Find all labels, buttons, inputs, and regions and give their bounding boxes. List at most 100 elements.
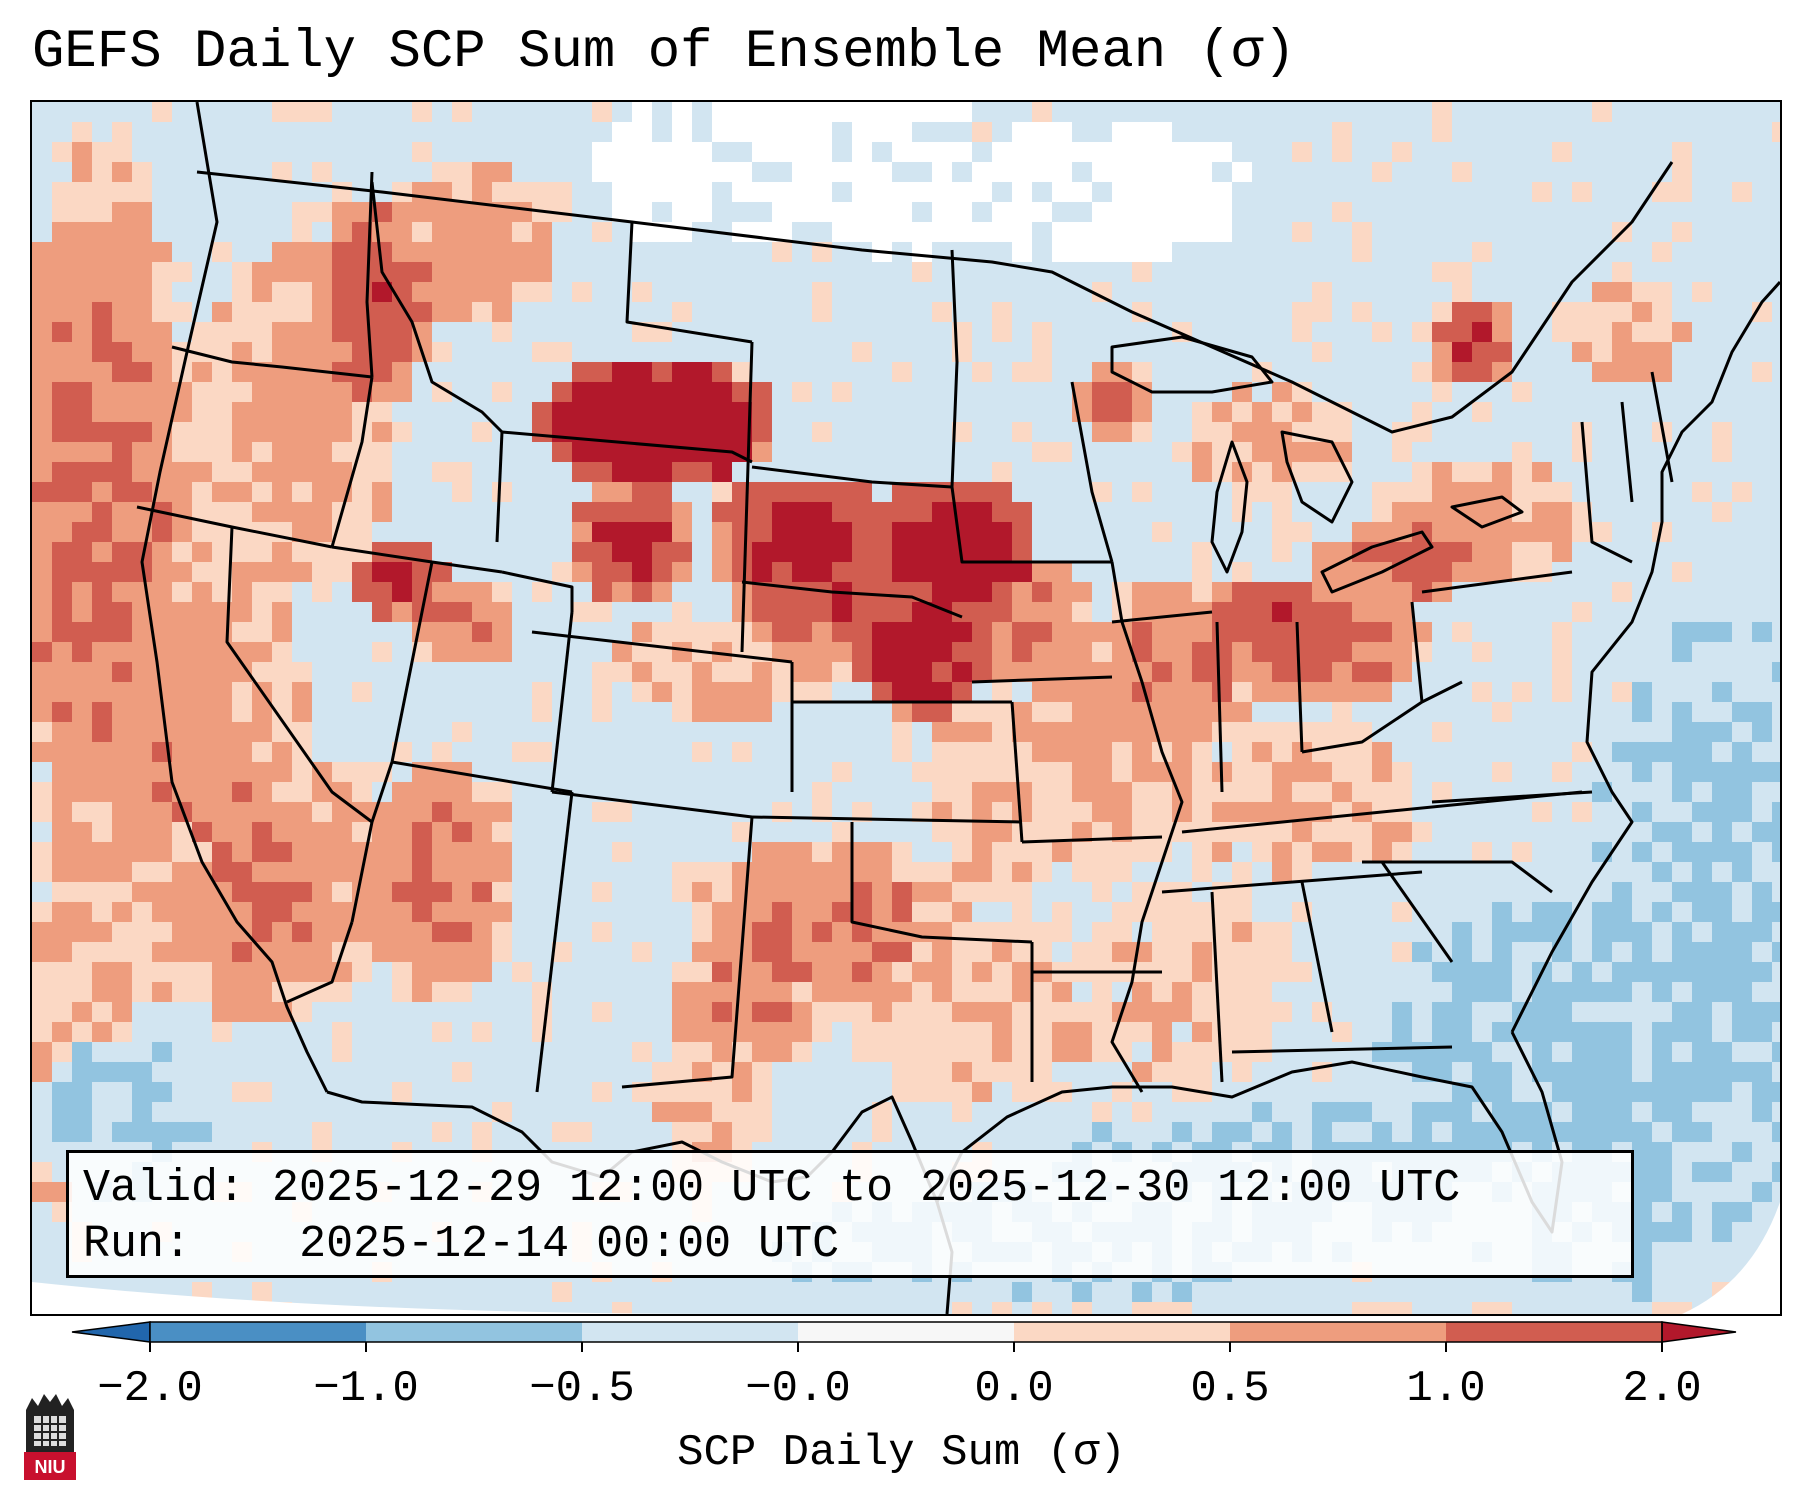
grid-cell: [412, 242, 432, 262]
grid-cell: [1452, 482, 1472, 502]
grid-cell: [432, 1122, 452, 1142]
grid-cell: [1472, 242, 1492, 262]
grid-cell: [1272, 802, 1292, 822]
grid-cell: [272, 382, 292, 402]
grid-cell: [112, 602, 132, 622]
grid-cell: [332, 882, 352, 902]
grid-cell: [252, 442, 272, 462]
grid-cell: [1672, 942, 1692, 962]
grid-cell: [832, 502, 852, 522]
grid-cell: [1432, 542, 1452, 562]
grid-cell: [812, 142, 832, 162]
grid-cell: [612, 842, 632, 862]
colorbar-bin: [582, 1322, 798, 1342]
grid-cell: [712, 1042, 732, 1062]
grid-cell: [1652, 1042, 1672, 1062]
grid-cell: [1432, 562, 1452, 582]
grid-cell: [272, 102, 292, 122]
grid-cell: [1772, 762, 1780, 782]
us-coastline-west: [140, 102, 329, 1093]
grid-cell: [1312, 682, 1332, 702]
grid-cell: [1592, 902, 1612, 922]
grid-cell: [1752, 1102, 1772, 1122]
grid-cell: [92, 182, 112, 202]
grid-cell: [1132, 162, 1152, 182]
grid-cell: [1292, 642, 1312, 662]
grid-cell: [632, 102, 652, 122]
grid-cell: [1212, 1002, 1232, 1022]
grid-cell: [812, 282, 832, 302]
grid-cell: [1412, 402, 1432, 422]
grid-cell: [1732, 182, 1752, 202]
grid-cell: [272, 662, 292, 682]
grid-cell: [1352, 602, 1372, 622]
grid-cell: [1532, 802, 1552, 822]
grid-cell: [332, 362, 352, 382]
grid-cell: [72, 162, 92, 182]
grid-cell: [172, 582, 192, 602]
grid-cell: [52, 182, 72, 202]
grid-cell: [452, 202, 472, 222]
grid-cell: [1132, 722, 1152, 742]
border-az-nm: [535, 791, 574, 1093]
grid-cell: [312, 282, 332, 302]
grid-cell: [1392, 562, 1412, 582]
grid-cell: [52, 822, 72, 842]
grid-cell: [1472, 1062, 1492, 1082]
grid-cell: [1252, 622, 1272, 642]
grid-cell: [1332, 722, 1352, 742]
grid-cell: [892, 222, 912, 242]
grid-cell: [1132, 182, 1152, 202]
grid-cell: [952, 522, 972, 542]
grid-cell: [792, 582, 812, 602]
grid-cell: [652, 422, 672, 442]
colorbar-bin: [1446, 1322, 1662, 1342]
grid-cell: [652, 1062, 672, 1082]
grid-cell: [1012, 662, 1032, 682]
grid-cell: [32, 642, 52, 662]
colorbar-bin: [798, 1322, 1014, 1342]
grid-cell: [292, 382, 312, 402]
grid-cell: [112, 522, 132, 542]
grid-cell: [232, 942, 252, 962]
grid-cell: [332, 902, 352, 922]
grid-cell: [852, 1042, 872, 1062]
grid-cell: [992, 142, 1012, 162]
grid-cell: [1352, 662, 1372, 682]
grid-cell: [592, 562, 612, 582]
grid-cell: [1572, 602, 1592, 622]
grid-cell: [832, 542, 852, 562]
grid-cell: [1172, 222, 1192, 242]
grid-cell: [1652, 1142, 1672, 1162]
grid-cell: [712, 1122, 732, 1142]
grid-cell: [1212, 822, 1232, 842]
grid-cell: [252, 922, 272, 942]
grid-cell: [252, 282, 272, 302]
grid-cell: [1732, 1062, 1752, 1082]
grid-cell: [52, 562, 72, 582]
grid-cell: [152, 622, 172, 642]
grid-cell: [972, 602, 992, 622]
grid-cell: [212, 302, 232, 322]
grid-cell: [1352, 782, 1372, 802]
grid-cell: [72, 1042, 92, 1062]
grid-cell: [812, 602, 832, 622]
grid-cell: [972, 362, 992, 382]
grid-cell: [72, 822, 92, 842]
grid-cell: [1432, 122, 1452, 142]
grid-cell: [732, 682, 752, 702]
grid-cell: [472, 222, 492, 242]
grid-cell: [1752, 922, 1772, 942]
grid-cell: [472, 262, 492, 282]
grid-cell: [932, 202, 952, 222]
grid-cell: [592, 462, 612, 482]
grid-cell: [272, 882, 292, 902]
grid-cell: [732, 902, 752, 922]
colorbar-tick-label: −0.0: [745, 1364, 851, 1414]
grid-cell: [812, 122, 832, 142]
grid-cell: [1332, 202, 1352, 222]
grid-cell: [1052, 682, 1072, 702]
grid-cell: [432, 822, 452, 842]
grid-cell: [1432, 1102, 1452, 1122]
grid-cell: [1392, 142, 1412, 162]
